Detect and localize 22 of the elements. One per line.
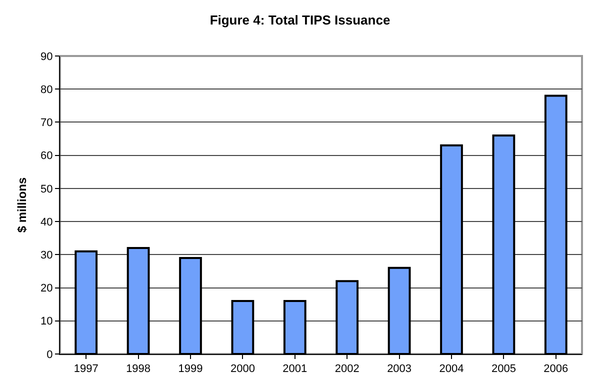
y-tick-label: 90 [40, 50, 53, 63]
x-tick-label: 2000 [230, 363, 255, 376]
x-tick-label: 2006 [544, 363, 568, 376]
x-tick-label: 1998 [126, 363, 151, 376]
y-tick-label: 0 [46, 348, 53, 361]
y-tick-label: 40 [40, 216, 53, 228]
y-tick-label: 60 [40, 150, 53, 162]
x-tick-label: 2002 [334, 363, 360, 376]
y-tick-label: 10 [40, 316, 53, 328]
x-tick-label: 2001 [282, 363, 308, 376]
y-tick-label: 80 [40, 84, 53, 96]
y-tick-label: 50 [40, 183, 53, 196]
y-tick-label: 70 [40, 117, 53, 130]
y-axis-title: $ millions [15, 177, 29, 233]
x-tick-label: 2004 [439, 363, 464, 376]
y-tick-label: 30 [40, 250, 53, 262]
x-tick-label: 1999 [178, 363, 203, 376]
x-tick-label: 1997 [74, 363, 98, 376]
x-tick-label: 2005 [491, 363, 516, 376]
y-tick-label: 20 [40, 282, 53, 295]
x-tick-label: 2003 [387, 363, 412, 376]
chart-title: Figure 4: Total TIPS Issuance [210, 12, 390, 28]
